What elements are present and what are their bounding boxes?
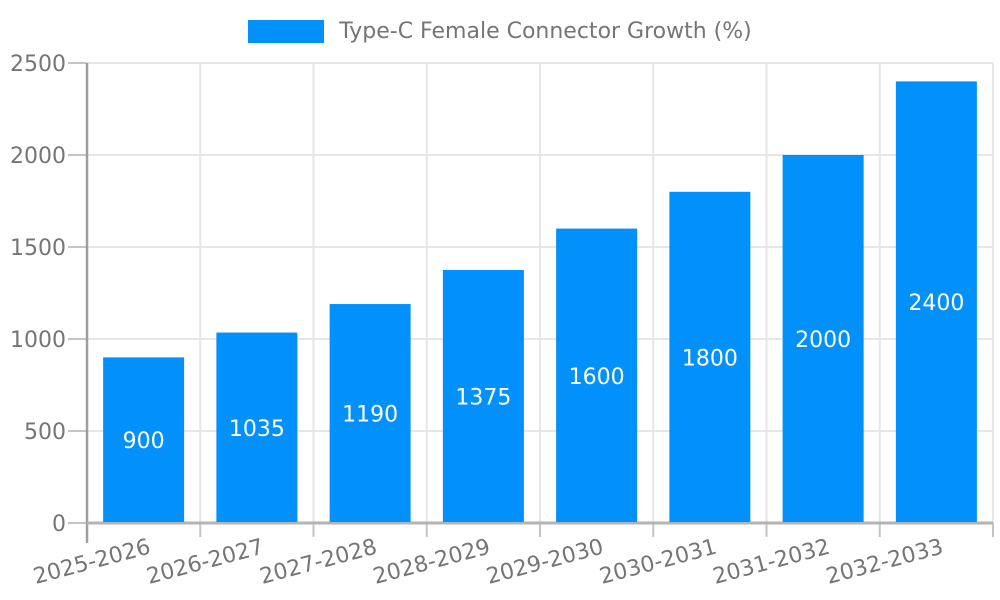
x-axis-label: 2032-2033 xyxy=(824,535,946,590)
bar-value-label: 1035 xyxy=(229,417,285,442)
bar xyxy=(442,270,524,522)
bar-value-label: 1190 xyxy=(342,403,398,428)
y-axis-label: 1500 xyxy=(10,236,66,261)
x-axis-label: 2030-2031 xyxy=(597,535,719,590)
bar xyxy=(216,332,298,522)
y-axis-label: 0 xyxy=(52,512,66,537)
x-axis-label: 2026-2027 xyxy=(144,535,266,590)
x-axis-label: 2029-2030 xyxy=(484,535,606,590)
x-axis-label: 2031-2032 xyxy=(710,535,832,590)
bar-value-label: 900 xyxy=(123,429,165,454)
bar xyxy=(329,304,411,522)
x-axis-label: 2025-2026 xyxy=(31,535,153,590)
bar xyxy=(669,191,751,523)
bar-value-label: 2400 xyxy=(908,291,964,316)
legend-label: Type-C Female Connector Growth (%) xyxy=(339,19,752,44)
bar-value-label: 2000 xyxy=(795,328,851,353)
y-axis-label: 2000 xyxy=(10,144,66,169)
bar-value-label: 1600 xyxy=(569,365,625,390)
bar xyxy=(782,155,864,522)
y-axis-label: 2500 xyxy=(10,52,66,77)
bar xyxy=(895,81,977,523)
bar xyxy=(556,228,638,522)
y-axis-label: 500 xyxy=(24,420,66,445)
bar-value-label: 1375 xyxy=(455,386,511,411)
y-axis-label: 1000 xyxy=(10,328,66,353)
legend-swatch xyxy=(248,20,325,43)
bar-value-label: 1800 xyxy=(682,346,738,371)
x-axis-label: 2027-2028 xyxy=(257,535,379,590)
legend: Type-C Female Connector Growth (%) xyxy=(0,19,1000,44)
bar xyxy=(103,357,185,522)
x-axis-label: 2028-2029 xyxy=(371,535,493,590)
